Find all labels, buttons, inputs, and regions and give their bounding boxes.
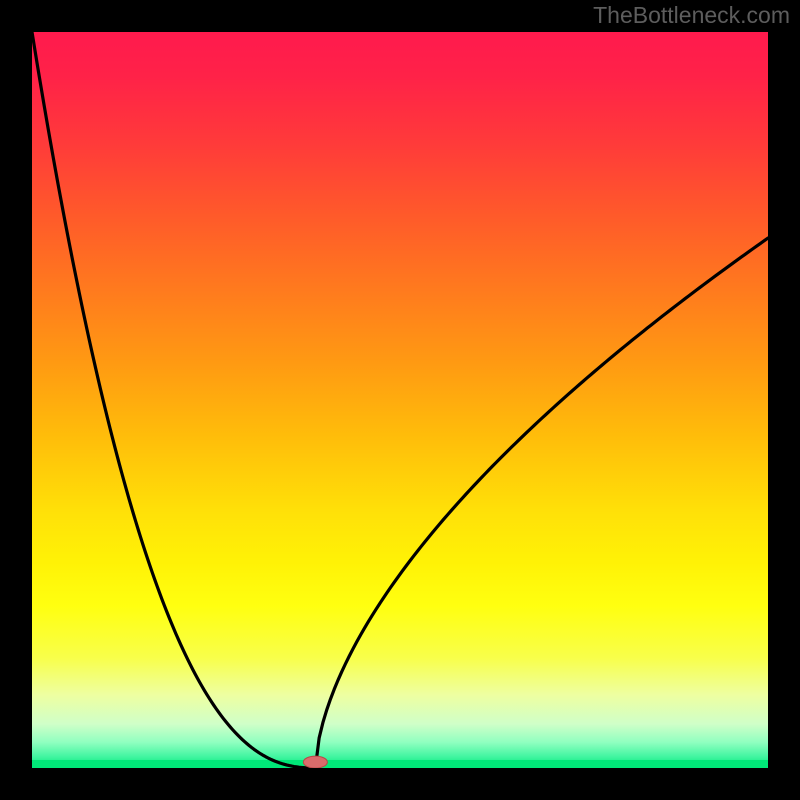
optimal-point-marker [303, 756, 327, 768]
plot-background [32, 32, 768, 768]
chart-container: TheBottleneck.com [0, 0, 800, 800]
green-baseline [32, 760, 768, 768]
bottleneck-chart [0, 0, 800, 800]
